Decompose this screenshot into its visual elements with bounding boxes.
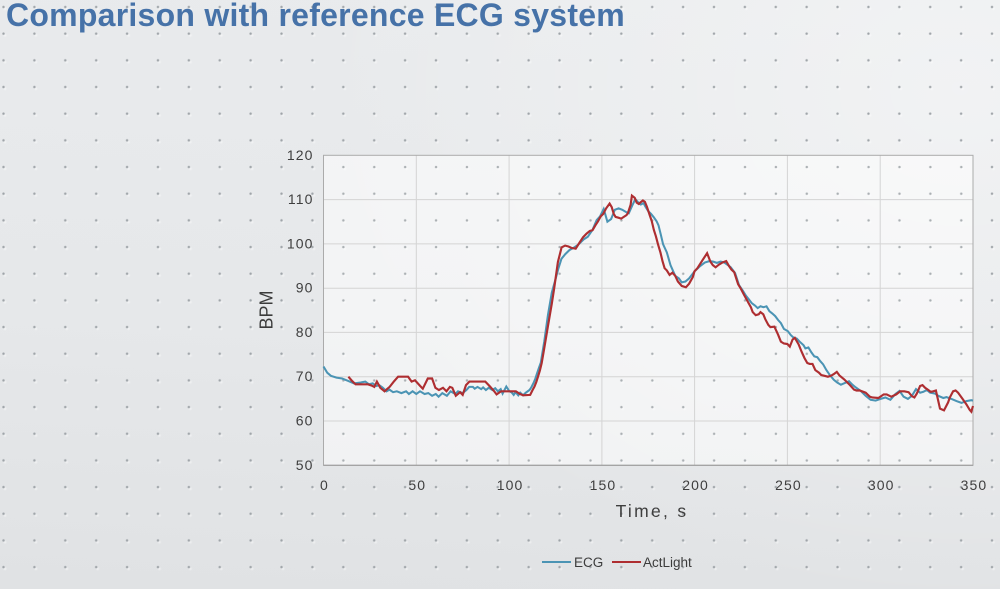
- svg-text:ECG: ECG: [574, 555, 603, 570]
- svg-text:250: 250: [775, 477, 802, 493]
- svg-text:100: 100: [497, 477, 524, 493]
- svg-text:60: 60: [296, 413, 314, 429]
- svg-text:120: 120: [287, 147, 314, 163]
- svg-text:50: 50: [408, 477, 426, 493]
- svg-text:200: 200: [682, 477, 709, 493]
- svg-text:300: 300: [868, 477, 895, 493]
- svg-text:150: 150: [590, 477, 617, 493]
- svg-text:350: 350: [961, 477, 988, 493]
- svg-text:ActLight: ActLight: [643, 555, 692, 570]
- svg-text:110: 110: [288, 191, 314, 207]
- svg-text:BPM: BPM: [257, 290, 277, 329]
- svg-text:80: 80: [296, 324, 314, 340]
- svg-text:70: 70: [296, 368, 314, 384]
- svg-text:90: 90: [296, 280, 314, 296]
- svg-text:50: 50: [296, 457, 314, 473]
- svg-text:100: 100: [287, 235, 314, 251]
- svg-text:Time, s: Time, s: [616, 501, 689, 521]
- svg-text:0: 0: [320, 477, 329, 493]
